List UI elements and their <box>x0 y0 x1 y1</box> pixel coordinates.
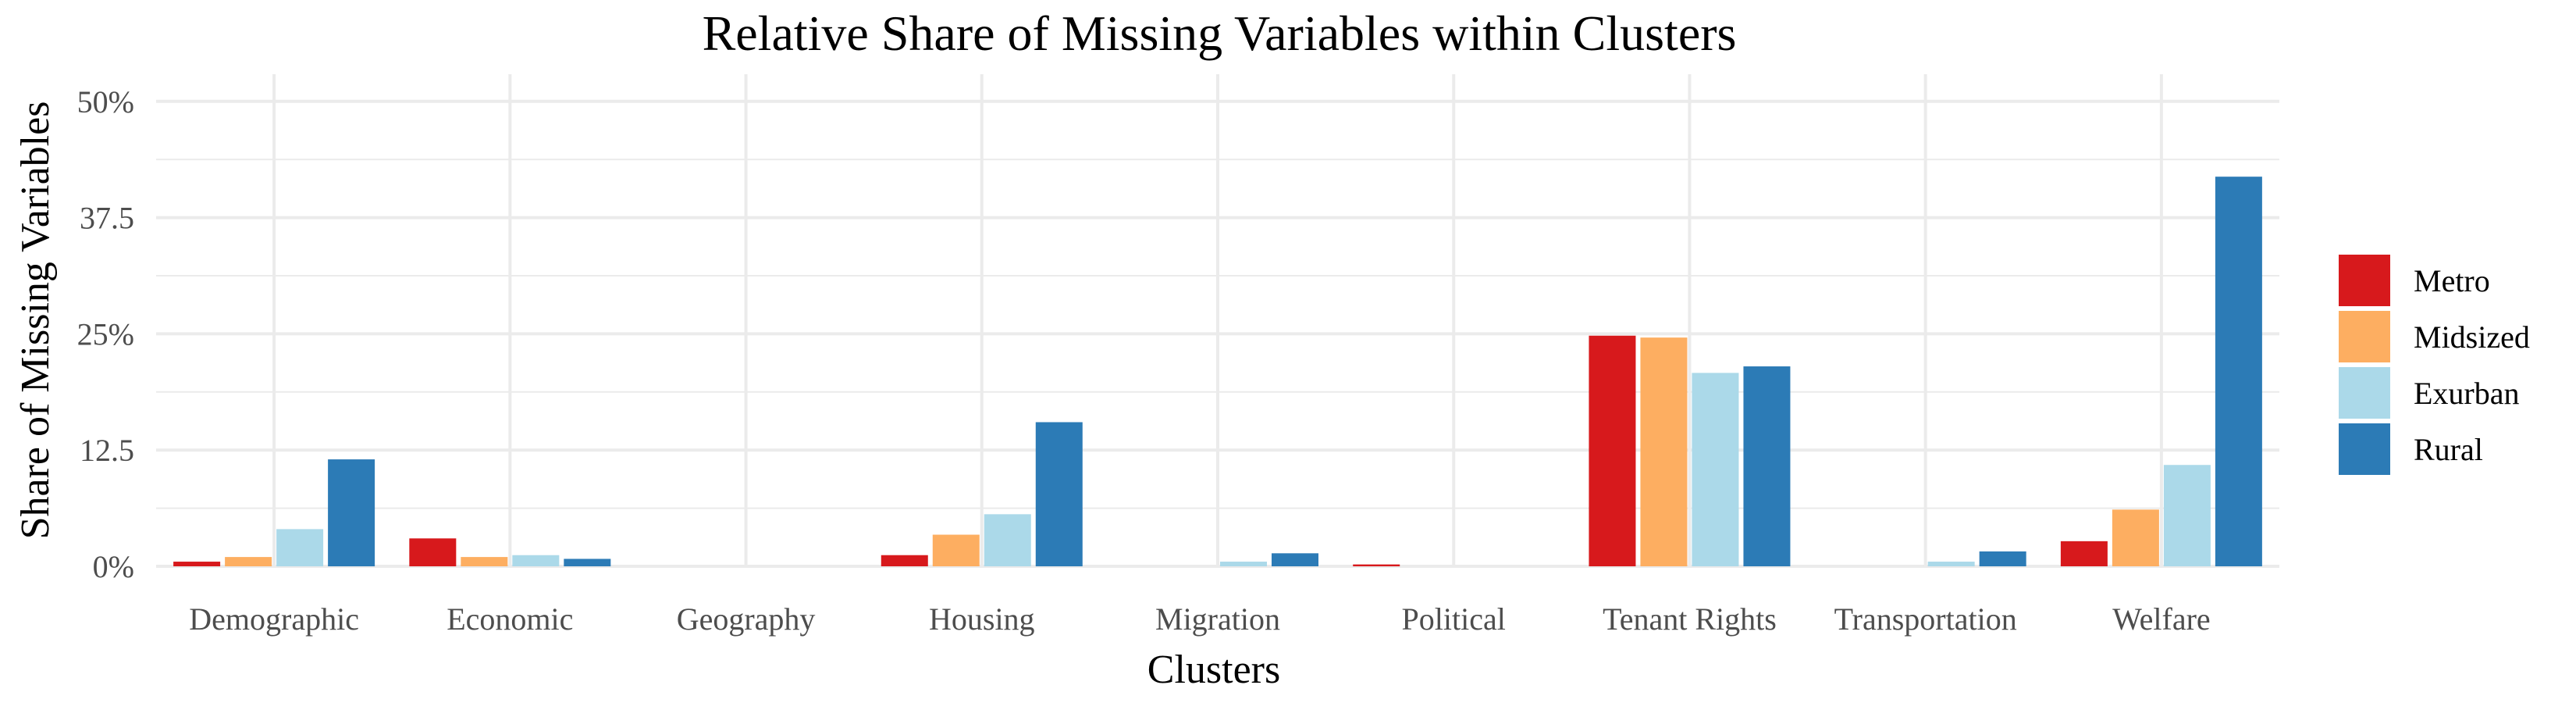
bar-tenant-rights-midsized <box>1640 337 1688 566</box>
x-tick-label: Political <box>1402 601 1506 637</box>
bar-housing-midsized <box>932 534 980 566</box>
bar-demographic-midsized <box>225 557 272 566</box>
bar-transportation-rural <box>1979 551 2026 566</box>
legend-swatch-exurban <box>2339 367 2390 419</box>
bar-tenant-rights-metro <box>1589 335 1636 566</box>
bar-demographic-exurban <box>276 529 324 566</box>
x-tick-label: Economic <box>447 601 573 637</box>
y-axis-ticks: 0% 12.5 25% 37.5 50% <box>77 84 134 584</box>
bar-economic-rural <box>564 558 611 566</box>
chart-title: Relative Share of Missing Variables with… <box>703 5 1737 61</box>
bar-political-metro <box>1353 564 1400 566</box>
y-tick-label: 37.5 <box>80 201 134 236</box>
y-tick-label: 0% <box>93 549 134 584</box>
grid-lines <box>156 74 2279 568</box>
bar-housing-metro <box>881 555 928 566</box>
bar-economic-exurban <box>512 555 560 566</box>
bar-welfare-midsized <box>2112 509 2159 566</box>
bar-economic-midsized <box>461 557 508 566</box>
bar-economic-metro <box>409 538 457 566</box>
y-tick-label: 50% <box>77 84 134 120</box>
bar-transportation-exurban <box>1927 562 1975 566</box>
x-axis-title: Clusters <box>1147 648 1280 692</box>
x-tick-label: Demographic <box>189 601 359 637</box>
x-axis-ticks: Demographic Economic Geography Housing Migra… <box>189 601 2210 637</box>
legend-label-midsized: Midsized <box>2414 319 2530 355</box>
bar-demographic-metro <box>173 562 221 566</box>
legend-swatch-metro <box>2339 255 2390 306</box>
bar-welfare-exurban <box>2163 465 2211 566</box>
bar-migration-exurban <box>1220 562 1267 566</box>
bars-group <box>173 177 2262 566</box>
bar-welfare-rural <box>2215 177 2262 566</box>
legend-label-exurban: Exurban <box>2414 376 2520 411</box>
x-tick-label: Welfare <box>2112 601 2211 637</box>
x-tick-label: Geography <box>677 601 816 637</box>
y-tick-label: 12.5 <box>80 433 134 468</box>
bar-housing-rural <box>1035 422 1083 566</box>
x-tick-label: Migration <box>1155 601 1280 637</box>
y-axis-title: Share of Missing Variables <box>13 102 58 540</box>
x-tick-label: Tenant Rights <box>1603 601 1777 637</box>
legend-swatch-midsized <box>2339 311 2390 362</box>
legend-label-rural: Rural <box>2414 432 2483 467</box>
x-tick-label: Housing <box>929 601 1035 637</box>
y-tick-label: 25% <box>77 316 134 352</box>
legend-label-metro: Metro <box>2414 263 2490 298</box>
x-tick-label: Transportation <box>1834 601 2017 637</box>
bar-migration-rural <box>1272 553 1318 566</box>
bar-welfare-metro <box>2060 541 2108 566</box>
bar-housing-exurban <box>984 514 1031 566</box>
bar-demographic-rural <box>328 459 375 566</box>
legend-swatch-rural <box>2339 423 2390 475</box>
bar-tenant-rights-rural <box>1743 366 1791 566</box>
bar-tenant-rights-exurban <box>1692 373 1739 566</box>
legend: Metro Midsized Exurban Rural <box>2339 255 2530 475</box>
